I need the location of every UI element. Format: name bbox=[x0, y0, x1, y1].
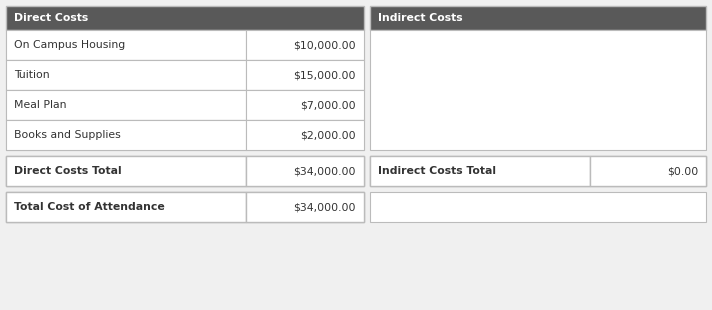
Text: Indirect Costs: Indirect Costs bbox=[378, 13, 463, 23]
Bar bbox=[6, 156, 364, 186]
Bar bbox=[6, 156, 246, 186]
Text: Indirect Costs Total: Indirect Costs Total bbox=[378, 166, 496, 176]
Text: $34,000.00: $34,000.00 bbox=[293, 202, 356, 212]
Bar bbox=[6, 30, 364, 60]
Bar bbox=[6, 60, 246, 90]
Bar bbox=[370, 156, 706, 186]
Bar bbox=[246, 120, 364, 150]
Bar bbox=[370, 6, 706, 30]
Bar bbox=[6, 90, 246, 120]
Text: Tuition: Tuition bbox=[14, 70, 50, 80]
Bar bbox=[6, 192, 246, 222]
Bar bbox=[246, 30, 364, 60]
Bar bbox=[6, 192, 364, 222]
Text: Books and Supplies: Books and Supplies bbox=[14, 130, 121, 140]
Text: $7,000.00: $7,000.00 bbox=[300, 100, 356, 110]
Text: $2,000.00: $2,000.00 bbox=[300, 130, 356, 140]
Text: On Campus Housing: On Campus Housing bbox=[14, 40, 125, 50]
Bar bbox=[590, 156, 706, 186]
Bar bbox=[6, 120, 246, 150]
Bar bbox=[6, 120, 364, 150]
Text: $34,000.00: $34,000.00 bbox=[293, 166, 356, 176]
Bar bbox=[246, 60, 364, 90]
Text: Total Cost of Attendance: Total Cost of Attendance bbox=[14, 202, 164, 212]
Bar bbox=[6, 90, 364, 120]
Bar bbox=[6, 30, 246, 60]
Text: Direct Costs Total: Direct Costs Total bbox=[14, 166, 122, 176]
Bar bbox=[370, 30, 706, 150]
Bar bbox=[370, 156, 590, 186]
Bar bbox=[246, 192, 364, 222]
Text: $0.00: $0.00 bbox=[666, 166, 698, 176]
Text: $15,000.00: $15,000.00 bbox=[293, 70, 356, 80]
Text: Meal Plan: Meal Plan bbox=[14, 100, 66, 110]
Bar bbox=[6, 60, 364, 90]
Text: $10,000.00: $10,000.00 bbox=[293, 40, 356, 50]
Bar bbox=[6, 6, 364, 30]
Text: Direct Costs: Direct Costs bbox=[14, 13, 88, 23]
Bar bbox=[246, 156, 364, 186]
Bar bbox=[370, 192, 706, 222]
Bar bbox=[246, 90, 364, 120]
